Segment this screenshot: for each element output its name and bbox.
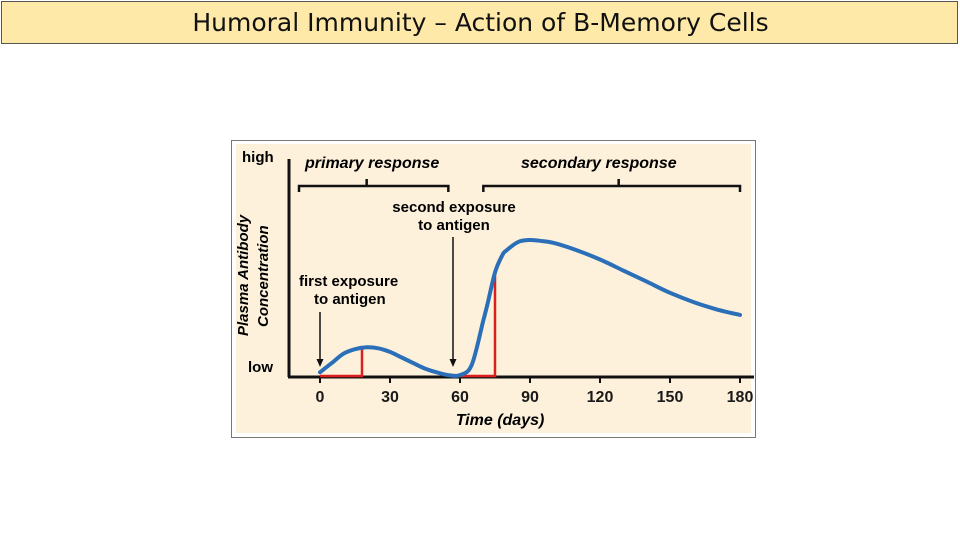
x-tick-label-0: 0 xyxy=(316,389,325,406)
antibody-response-curve xyxy=(318,237,742,378)
first-exposure-arrow-head xyxy=(316,359,324,367)
first-exposure-label-line2: to antigen xyxy=(314,291,386,308)
second-exposure-label-line2: to antigen xyxy=(418,217,490,234)
y-axis-title: Plasma Antibody Concentration xyxy=(235,214,272,336)
first-exposure-label-line1: first exposure xyxy=(299,273,398,290)
second-exposure-label-line1: second exposure xyxy=(392,199,515,216)
x-tick-label-120: 120 xyxy=(587,389,614,406)
second-exposure-arrow-head xyxy=(449,359,457,367)
primary-response-bracket xyxy=(297,179,450,192)
x-tick-label-90: 90 xyxy=(521,389,539,406)
y-axis-title-line2: Concentration xyxy=(255,225,272,327)
title-bar: Humoral Immunity – Action of B-Memory Ce… xyxy=(1,1,958,44)
primary-response-label: primary response xyxy=(304,155,439,172)
highlight-interval-2 xyxy=(453,272,497,378)
x-tick-label-30: 30 xyxy=(381,389,399,406)
y-high-label: high xyxy=(242,149,274,166)
secondary-response-label: secondary response xyxy=(521,155,677,172)
highlight-interval-1 xyxy=(320,347,364,378)
antibody-response-figure: 0 30 60 90 120 150 180 high low Plasma Antibod… xyxy=(231,140,756,438)
secondary-response-bracket xyxy=(482,179,742,192)
y-axis-title-line1: Plasma Antibody xyxy=(235,214,252,336)
x-tick-label-150: 150 xyxy=(657,389,684,406)
antibody-response-chart: 0 30 60 90 120 150 180 high low Plasma Antibod… xyxy=(235,144,754,433)
x-tick-label-180: 180 xyxy=(727,389,754,406)
slide-title: Humoral Immunity – Action of B-Memory Ce… xyxy=(192,8,769,37)
y-low-label: low xyxy=(248,359,273,376)
x-axis-title: Time (days) xyxy=(456,412,545,429)
x-tick-label-60: 60 xyxy=(451,389,469,406)
